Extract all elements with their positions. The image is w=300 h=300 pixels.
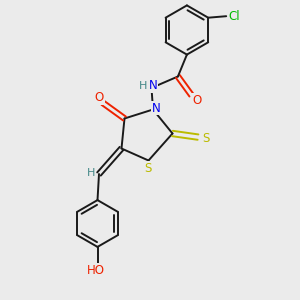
Text: N: N <box>148 79 158 92</box>
Text: N: N <box>152 101 161 115</box>
Text: H: H <box>86 167 95 178</box>
Text: S: S <box>144 161 152 175</box>
Text: O: O <box>95 91 104 104</box>
Text: Cl: Cl <box>229 10 240 23</box>
Text: O: O <box>192 94 201 107</box>
Text: HO: HO <box>87 264 105 277</box>
Text: S: S <box>203 132 210 145</box>
Text: H: H <box>139 81 147 92</box>
